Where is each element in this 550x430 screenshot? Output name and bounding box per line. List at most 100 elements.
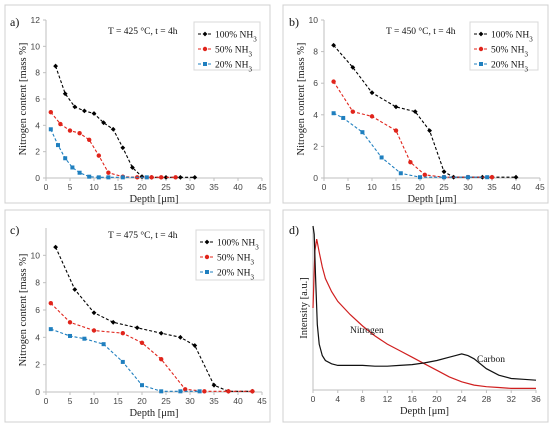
legend-marker (478, 31, 484, 37)
x-tick-label: 40 (233, 396, 243, 406)
data-point (178, 389, 183, 394)
legend-label-text: 100% NH (491, 31, 529, 41)
y-tick-label: 8 (313, 47, 318, 57)
data-point (110, 126, 116, 132)
x-tick-label: 5 (346, 182, 351, 192)
data-point (427, 128, 432, 133)
condition-label: T = 450 °C, t = 4h (386, 26, 456, 37)
x-tick-label: 4 (335, 394, 340, 404)
data-point (58, 121, 63, 127)
x-tick-label: 0 (322, 182, 327, 192)
data-point (120, 331, 126, 336)
legend-label-text: 20% NH (491, 61, 525, 71)
data-point (53, 244, 58, 250)
data-point (110, 319, 116, 325)
x-tick-label: 20 (415, 182, 425, 192)
annotation-nitrogen: Nitrogen (350, 326, 384, 336)
data-point (82, 108, 87, 114)
data-point (331, 42, 336, 48)
data-point (82, 336, 87, 341)
series-20-nh3 (48, 127, 149, 180)
data-point (183, 387, 188, 392)
condition-label: T = 425 °C, t = 4h (108, 26, 178, 37)
data-point (87, 137, 92, 143)
x-tick-label: 10 (89, 396, 99, 406)
data-point (48, 300, 53, 306)
data-point (442, 175, 446, 180)
data-point (106, 170, 111, 175)
y-tick-label: 4 (35, 120, 40, 130)
x-tick-label: 10 (367, 182, 377, 192)
x-tick-label: 15 (113, 396, 123, 406)
x-tick-label: 0 (44, 182, 49, 192)
legend-entry: 100% NH3 (198, 31, 257, 44)
legend-label-subscript: 3 (525, 66, 529, 74)
data-point (418, 175, 422, 180)
y-axis-title: Nitrogen content [mass %] (296, 43, 307, 156)
data-point (144, 175, 149, 180)
legend-marker (479, 62, 483, 66)
data-point (350, 109, 355, 114)
y-axis-title: Nitrogen content [mass %] (18, 43, 29, 156)
y-tick-label: 8 (35, 68, 40, 78)
data-point (63, 156, 68, 161)
data-point (211, 382, 217, 388)
legend-label-text: 50% NH (217, 254, 251, 264)
y-tick-label: 10 (31, 250, 41, 260)
series-50-nh3 (48, 300, 255, 394)
x-tick-label: 40 (511, 182, 521, 192)
data-point (48, 327, 53, 332)
x-tick-label: 45 (257, 182, 267, 192)
legend-entry: 20% NH3 (200, 269, 255, 282)
data-point (106, 175, 111, 180)
series-50-nh3 (331, 79, 495, 180)
data-point (202, 389, 207, 394)
legend-label-text: 20% NH (215, 61, 249, 71)
data-point (70, 165, 75, 170)
x-tick-label: 40 (233, 182, 243, 192)
data-point (67, 320, 73, 325)
data-point (192, 174, 198, 180)
data-point (480, 174, 485, 180)
y-tick-label: 10 (31, 41, 41, 51)
data-point (513, 174, 519, 180)
x-tick-label: 30 (185, 182, 195, 192)
x-axis-title: Depth [μm] (407, 194, 456, 205)
x-tick-label: 15 (391, 182, 401, 192)
y-tick-label: 2 (35, 147, 40, 157)
legend-marker (202, 46, 208, 52)
data-point (163, 174, 169, 180)
legend-label: 100% NH3 (215, 31, 257, 44)
legend-entry: 50% NH3 (200, 254, 255, 267)
data-point (393, 128, 399, 133)
legend-label: 50% NH3 (491, 46, 529, 59)
legend-label: 50% NH3 (217, 254, 255, 267)
x-tick-label: 45 (257, 396, 267, 406)
data-point (398, 171, 403, 176)
data-point (140, 383, 144, 388)
series-line (55, 65, 195, 178)
legend-entry: 20% NH3 (474, 61, 529, 74)
panel-label: b) (289, 15, 299, 29)
data-point (72, 104, 78, 110)
x-tick-label: 36 (531, 394, 541, 404)
data-point (379, 155, 384, 160)
data-point (62, 91, 68, 97)
data-point (226, 389, 231, 394)
data-point (139, 340, 145, 345)
legend-entry: 50% NH3 (198, 46, 253, 59)
legend-marker (205, 270, 209, 274)
data-point (48, 127, 53, 132)
x-tick-label: 25 (161, 182, 171, 192)
chart-panel-1: 0 5 10 15 20 25 30 35 40 45 0 2 4 6 8 10 12 Depth [μm] Nit… (4, 4, 271, 205)
panel-frame (282, 4, 549, 204)
y-tick-label: 10 (309, 15, 319, 25)
y-tick-label: 2 (313, 141, 318, 151)
x-axis-title: Depth [μm] (129, 194, 178, 205)
data-point (489, 175, 495, 180)
x-tick-label: 5 (68, 396, 73, 406)
data-point (159, 175, 164, 180)
x-tick-label: 20 (137, 182, 147, 192)
legend-marker (202, 31, 208, 37)
chart-panel-3: 0 5 10 15 20 25 30 35 40 45 0 2 4 6 8 10 Depth [μm] Nitro… (4, 209, 271, 423)
